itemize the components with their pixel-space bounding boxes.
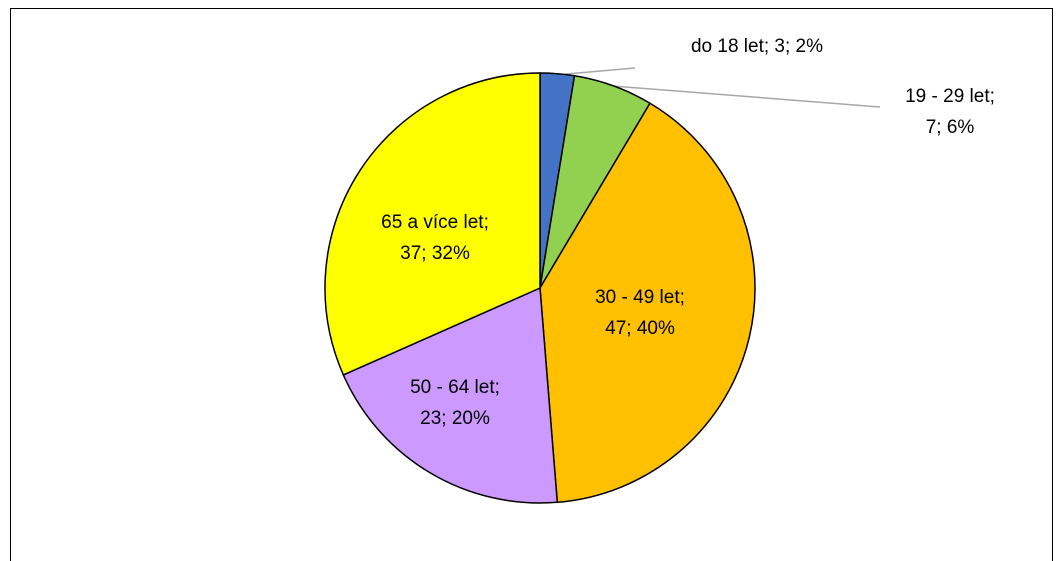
data-label: 7; 6% — [926, 117, 975, 138]
pie-slice — [539, 102, 756, 504]
pie-slice — [324, 72, 541, 376]
leader-line — [554, 67, 636, 76]
chart-frame — [10, 8, 1053, 561]
data-label: 47; 40% — [605, 318, 675, 339]
leader-line — [599, 84, 881, 108]
data-label: 37; 32% — [400, 243, 470, 264]
data-label: 50 - 64 let; — [410, 377, 500, 398]
pie-slice — [342, 286, 559, 504]
data-label: 23; 20% — [420, 408, 490, 429]
data-label: 65 a více let; — [381, 212, 489, 233]
data-label: 19 - 29 let; — [905, 86, 995, 107]
data-label: 30 - 49 let; — [595, 287, 685, 308]
data-label: do 18 let; 3; 2% — [691, 36, 823, 57]
